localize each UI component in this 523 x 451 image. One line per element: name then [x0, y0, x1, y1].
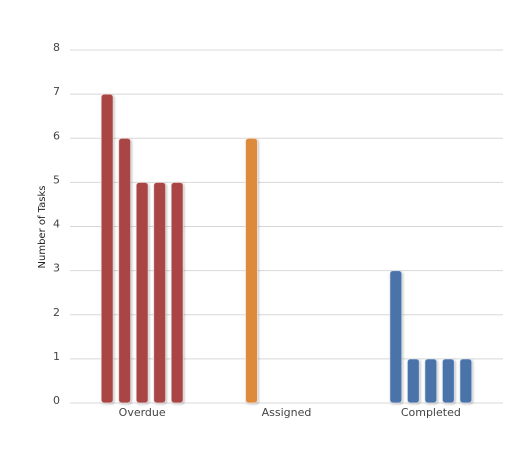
bar [100, 93, 114, 404]
x-tick-label: Assigned [262, 406, 312, 419]
bar [153, 181, 167, 404]
y-tick-label: 0 [53, 394, 60, 407]
bar [406, 358, 420, 404]
x-tick-label: Overdue [119, 406, 166, 419]
y-tick-label: 5 [53, 173, 60, 186]
y-axis-label: Number of Tasks [37, 186, 48, 269]
bar [441, 358, 455, 404]
x-tick-label: Completed [401, 406, 461, 419]
bar [170, 181, 184, 404]
y-tick-label: 8 [53, 41, 60, 54]
y-tick-label: 6 [53, 129, 60, 142]
bar [459, 358, 473, 404]
bar [424, 358, 438, 404]
bar [245, 137, 258, 404]
y-tick-label: 7 [53, 85, 60, 98]
y-tick-label: 3 [53, 262, 60, 275]
bar [118, 137, 132, 404]
bar [389, 270, 403, 404]
bar [135, 181, 149, 404]
y-tick-label: 4 [53, 218, 60, 231]
y-tick-label: 1 [53, 350, 60, 363]
y-tick-label: 2 [53, 306, 60, 319]
